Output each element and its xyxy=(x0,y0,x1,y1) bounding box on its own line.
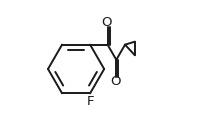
Text: O: O xyxy=(110,75,121,88)
Text: O: O xyxy=(102,16,112,29)
Text: F: F xyxy=(87,95,95,108)
